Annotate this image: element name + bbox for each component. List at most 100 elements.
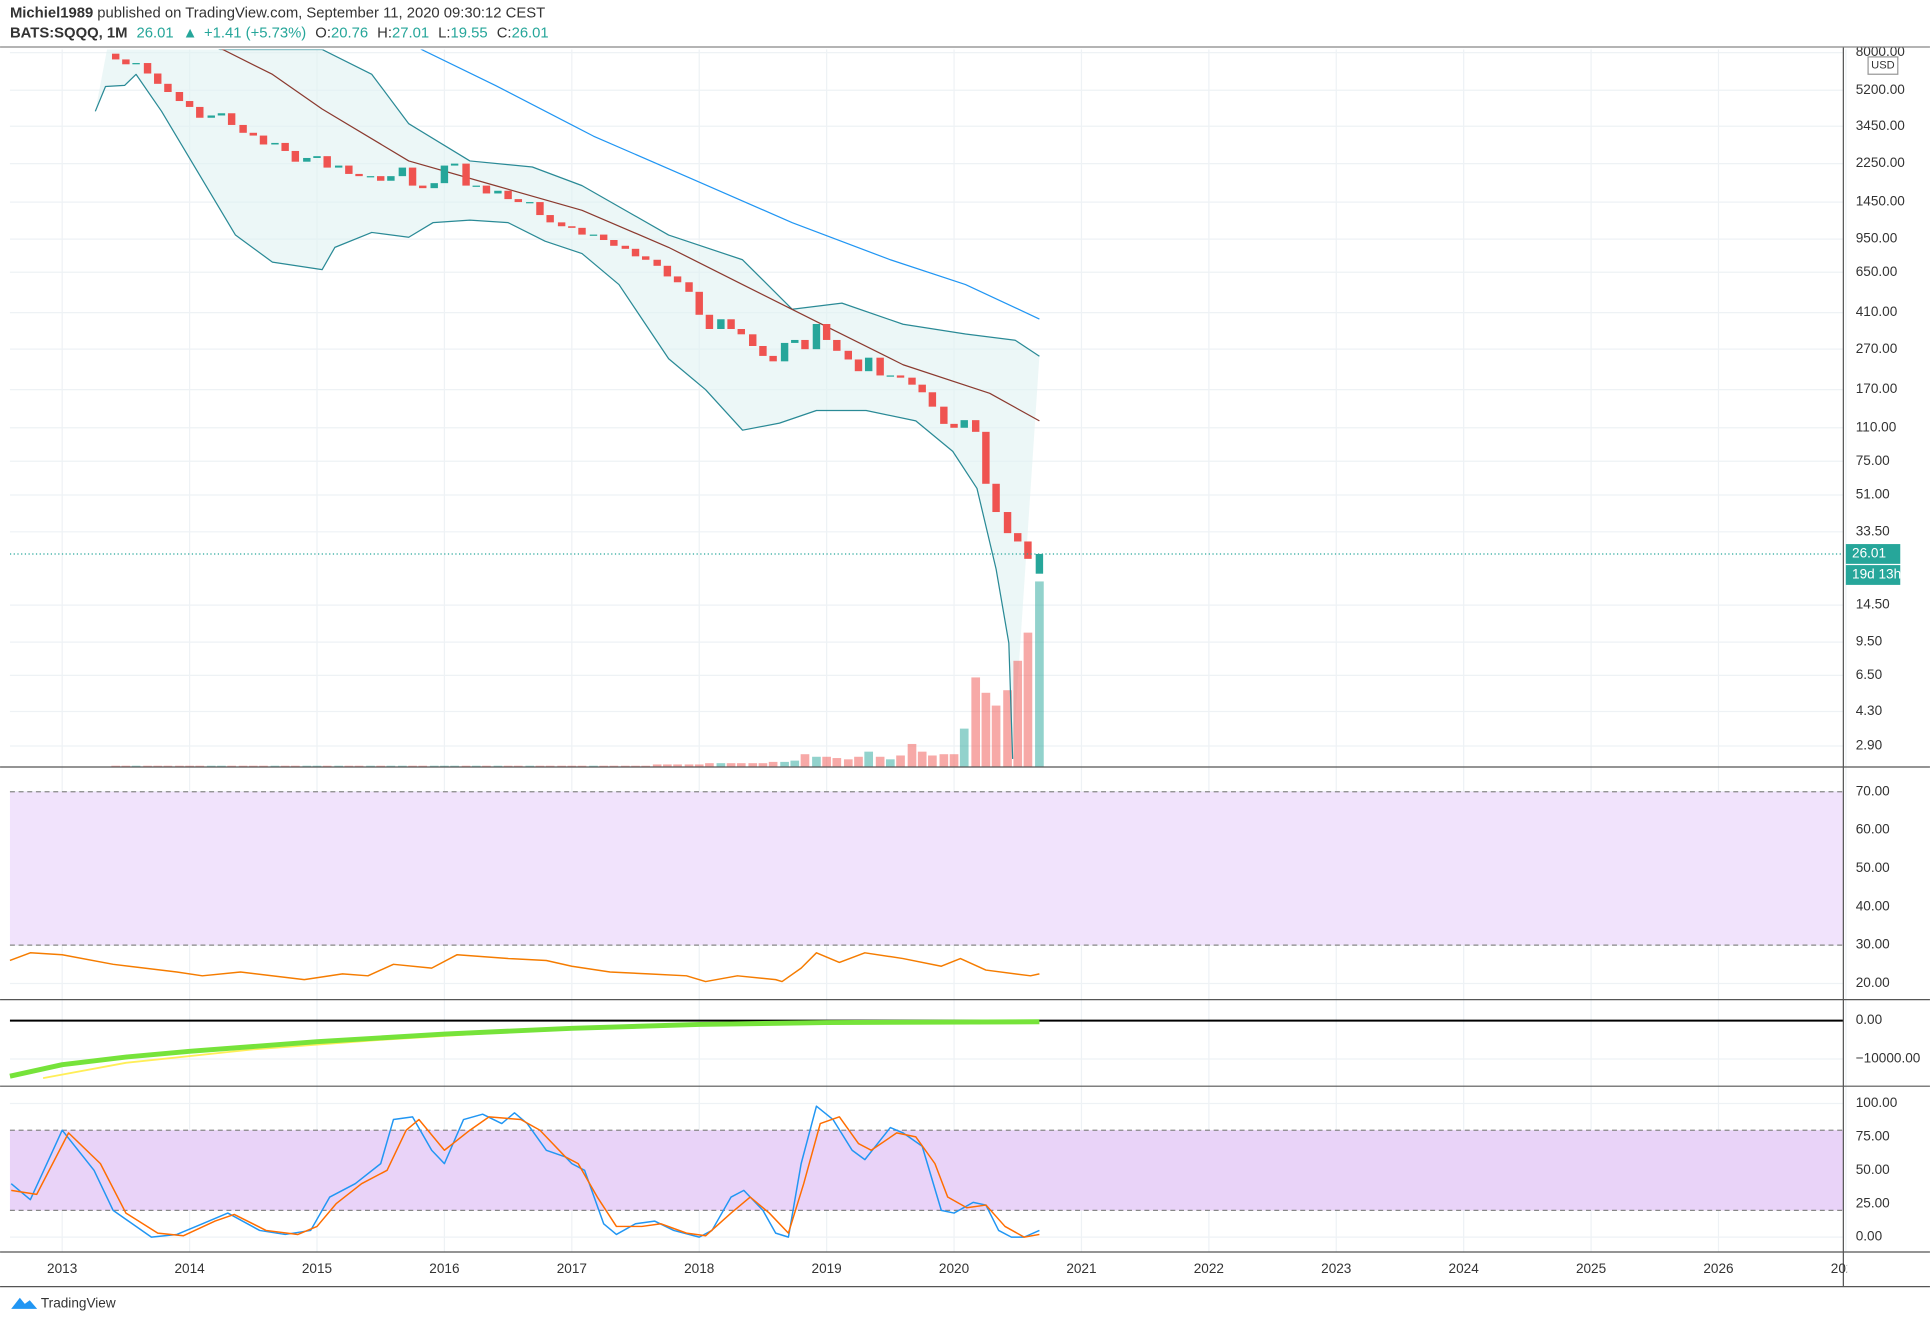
candle-body [526,202,534,204]
volume-bar [354,765,364,768]
y-tick-label: 75.00 [1856,453,1890,468]
candle-body [440,165,449,184]
axis-layer: 8000.00 5200.00 3450.00 2250.00 1450.00 950.0… [0,44,1930,1288]
currency-box [1867,56,1899,75]
volume-bar [259,765,268,768]
volume-bar [832,758,842,768]
candle-body [791,339,799,343]
volume-bar [567,765,577,768]
volume-bar [429,765,439,768]
candle-body [568,226,576,228]
y-tick-label: 8000.00 [1856,44,1906,59]
volume-bar [153,765,163,768]
x-tick-label: 2014 [174,1261,205,1276]
volume-bar [131,765,141,768]
x-tick-label: 2027 [1831,1261,1861,1276]
volume-bar [939,754,949,768]
candle-body [334,165,343,168]
candle-body [960,420,968,428]
candle-body [271,142,279,145]
last-price-label: 26.01 [1852,546,1886,561]
x-tick-label: 2018 [684,1261,714,1276]
ohlc-value: 20.76 [331,25,368,41]
y-tick-label: 100.00 [1856,1095,1898,1110]
candle-body [928,392,937,407]
x-tick-label: 2021 [1066,1261,1096,1276]
candle-body [673,276,682,283]
x-tick-label: 2024 [1449,1261,1480,1276]
candle-body [239,124,247,133]
volume-bar [344,765,354,768]
volume-bar [238,765,248,768]
volume-bar [971,677,981,768]
volume-bar [302,765,312,768]
candle-body [472,185,480,187]
candle-body [759,345,767,356]
candle-body [1014,533,1022,542]
change: +1.41 (+5.73%) [204,25,306,41]
candle-body [578,227,586,235]
candle-body [950,423,958,428]
candle-body [494,190,502,194]
volume-bar [684,764,694,768]
volume-bar [143,765,152,768]
volume-bar [322,765,332,768]
last-price-box [1845,544,1901,564]
candle-body [227,113,236,125]
candle-body [631,248,640,257]
y-tick-label: 6.50 [1856,667,1883,682]
x-tick-label: 2013 [47,1261,77,1276]
volume-bar [557,765,566,768]
volume-bar [461,765,471,768]
candle-body [940,406,948,424]
y-tick-label: 1450.00 [1856,194,1906,209]
volume-bar [513,765,523,768]
y-tick-label: 75.00 [1856,1128,1890,1143]
price-layer [9,49,1844,768]
volume-bar [1013,660,1023,768]
ohlc-value: 19.55 [451,25,488,41]
volume-bar [694,764,704,768]
y-tick-label: 40.00 [1856,898,1890,913]
publish-line: Michiel1989 published on TradingView.com… [10,6,545,22]
candle-body [291,150,300,162]
volume-bar [780,761,789,768]
candle-body [557,222,566,227]
volume-bar [652,764,662,768]
y-tick-label: 650.00 [1856,264,1898,279]
x-tick-label: 2025 [1576,1261,1606,1276]
candle-body [864,357,873,372]
candle-body [886,375,895,377]
candle-body [345,165,353,174]
y-tick-label: 60.00 [1856,822,1890,837]
candle-body [207,115,215,118]
candle-body [642,256,650,260]
volume-bar [875,756,885,768]
candle-body [366,176,375,178]
y-tick-label: 2250.00 [1856,155,1906,170]
volume-bar [620,765,630,768]
indicator-line [218,49,1040,357]
volume-bar [227,765,236,768]
bollinger-fill [95,49,1040,759]
y-tick-label: 270.00 [1856,341,1898,356]
y-tick-label: 170.00 [1856,381,1898,396]
candle-body [663,265,672,277]
volume-bar [716,763,726,768]
y-tick-label: 0.00 [1856,1012,1883,1027]
volume-bar [185,765,194,768]
candle-body [355,173,363,177]
y-tick-label: 9.50 [1856,634,1883,649]
y-tick-label: 50.00 [1856,1162,1890,1177]
candle-body [536,202,544,216]
candle-body [143,63,152,74]
volume-bar [493,765,503,768]
candle-body [844,350,853,360]
candle-body [122,59,130,65]
volume-bar [525,765,535,768]
candle-body [1003,512,1012,534]
volume-bar [822,756,831,768]
volume-bar [1003,690,1012,768]
ohlc-label: C: [497,25,512,41]
